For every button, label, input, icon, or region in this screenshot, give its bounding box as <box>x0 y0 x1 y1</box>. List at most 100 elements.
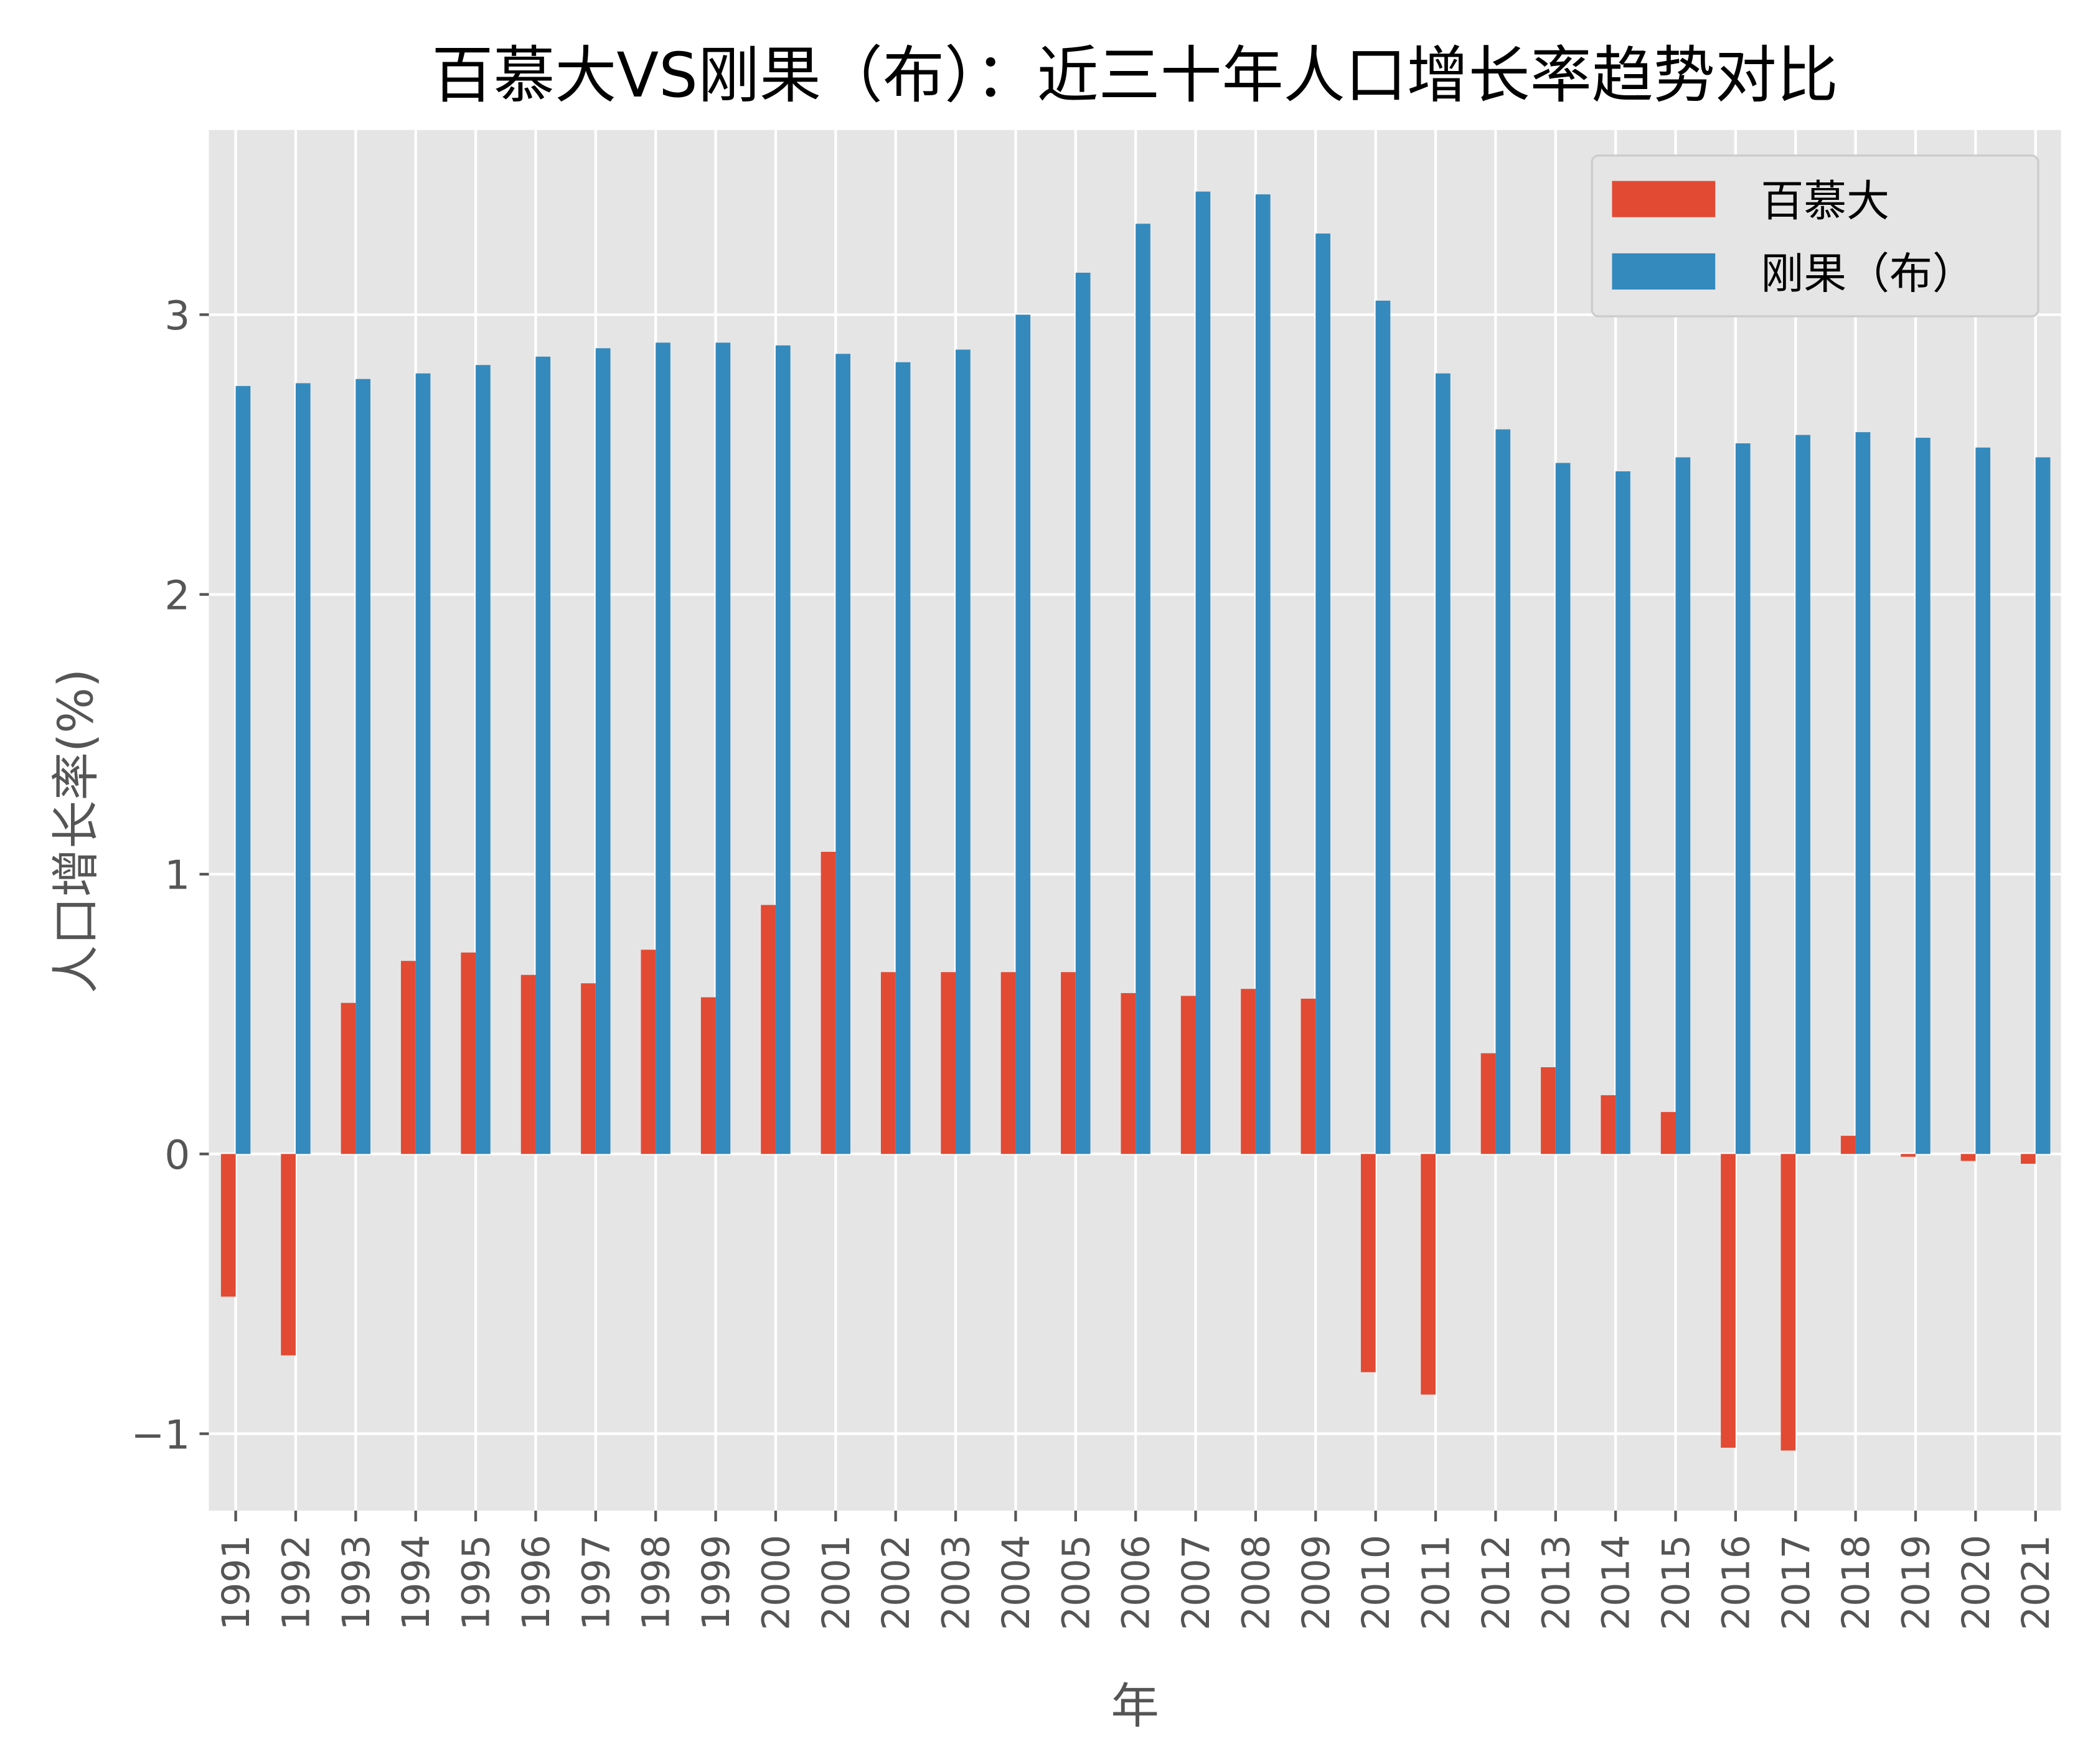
legend: 百慕大 刚果（布） <box>1591 154 2039 318</box>
bar-bermuda-1992 <box>281 1154 296 1356</box>
bar-congo-2018 <box>1855 432 1871 1154</box>
bar-bermuda-2003 <box>941 972 956 1154</box>
bar-bermuda-2001 <box>821 852 836 1154</box>
bar-congo-1999 <box>715 342 731 1154</box>
bar-congo-1998 <box>656 342 670 1154</box>
x-tick-label: 1995 <box>455 1535 499 1630</box>
bar-bermuda-1997 <box>581 983 596 1154</box>
bar-congo-2021 <box>2035 457 2051 1154</box>
bar-congo-2008 <box>1255 194 1271 1154</box>
x-tick-label: 2014 <box>1595 1535 1639 1630</box>
bar-bermuda-2000 <box>761 905 776 1154</box>
bar-bermuda-2020 <box>1960 1154 1976 1161</box>
bar-congo-2006 <box>1136 224 1150 1154</box>
bar-congo-2013 <box>1555 463 1571 1154</box>
bar-bermuda-1998 <box>641 950 656 1154</box>
x-tick-label: 2011 <box>1415 1535 1459 1630</box>
bar-congo-1997 <box>595 348 611 1154</box>
bar-congo-2001 <box>835 354 850 1154</box>
x-tick-label: 2010 <box>1355 1535 1398 1630</box>
bar-bermuda-2014 <box>1601 1095 1616 1154</box>
x-tick-label: 1993 <box>335 1535 379 1630</box>
x-tick-label: 2018 <box>1835 1535 1878 1630</box>
bar-congo-2012 <box>1495 429 1511 1154</box>
bar-congo-2020 <box>1975 447 1991 1154</box>
bar-congo-1993 <box>355 379 371 1154</box>
bar-bermuda-2008 <box>1241 989 1256 1154</box>
x-tick-label: 2012 <box>1475 1535 1518 1630</box>
bar-congo-2019 <box>1915 438 1931 1154</box>
bar-congo-2017 <box>1795 435 1810 1154</box>
bar-congo-1994 <box>415 373 431 1154</box>
bar-bermuda-2011 <box>1421 1154 1436 1395</box>
x-tick-label: 1997 <box>575 1535 618 1630</box>
bar-bermuda-2009 <box>1300 998 1316 1154</box>
bar-congo-2016 <box>1735 443 1751 1154</box>
y-axis-label: 人口增长率(%) <box>48 669 104 994</box>
bar-congo-2005 <box>1075 272 1091 1154</box>
x-axis: 1991 1992 1993 1994 1995 1996 1997 1998 1999 2000… <box>215 1511 2058 1630</box>
bar-congo-2009 <box>1315 233 1330 1154</box>
bar-bermuda-2002 <box>880 972 896 1154</box>
bar-congo-2010 <box>1375 300 1391 1154</box>
x-tick-label: 2008 <box>1235 1535 1278 1630</box>
bar-bermuda-2006 <box>1121 993 1136 1154</box>
x-tick-label: 1992 <box>275 1535 318 1630</box>
y-tick-label: 3 <box>164 293 190 339</box>
bar-congo-2003 <box>956 349 971 1154</box>
bar-bermuda-1996 <box>520 974 536 1154</box>
y-axis: −1 0 1 2 3 <box>131 293 209 1458</box>
bar-congo-1996 <box>535 356 551 1154</box>
bar-congo-1991 <box>235 385 251 1154</box>
legend-swatch-congo <box>1612 253 1716 290</box>
x-tick-label: 1991 <box>215 1535 258 1630</box>
x-tick-label: 2016 <box>1714 1535 1758 1630</box>
chart-title: 百慕大VS刚果（布）：近三十年人口增长率趋势对比 <box>431 40 1838 111</box>
x-tick-label: 1996 <box>515 1535 558 1630</box>
bar-bermuda-2017 <box>1780 1154 1796 1451</box>
x-tick-label: 1994 <box>395 1535 438 1630</box>
bar-bermuda-2010 <box>1360 1154 1376 1372</box>
x-tick-label: 2000 <box>755 1535 798 1630</box>
bar-bermuda-1993 <box>341 1002 356 1154</box>
bar-bermuda-2013 <box>1541 1067 1556 1154</box>
x-tick-label: 2007 <box>1175 1535 1218 1630</box>
bars <box>220 191 2051 1451</box>
legend-swatch-bermuda <box>1612 181 1716 217</box>
x-tick-label: 2021 <box>2015 1535 2058 1630</box>
bar-bermuda-1994 <box>401 961 416 1154</box>
bar-bermuda-2021 <box>2021 1154 2036 1164</box>
bar-congo-2015 <box>1675 457 1691 1154</box>
x-tick-label: 2004 <box>995 1535 1038 1630</box>
y-tick-label: 2 <box>164 572 190 619</box>
bar-congo-2007 <box>1195 191 1211 1154</box>
bar-congo-2011 <box>1436 373 1451 1154</box>
bar-congo-2002 <box>895 362 911 1154</box>
x-tick-label: 2002 <box>875 1535 918 1630</box>
bar-bermuda-2007 <box>1180 996 1196 1154</box>
x-tick-label: 2006 <box>1115 1535 1159 1630</box>
x-tick-label: 2013 <box>1535 1535 1578 1630</box>
bar-bermuda-2016 <box>1721 1154 1736 1448</box>
bar-congo-2014 <box>1616 471 1630 1154</box>
bar-bermuda-2004 <box>1000 972 1016 1154</box>
x-tick-label: 2003 <box>935 1535 979 1630</box>
bar-bermuda-1995 <box>461 952 476 1154</box>
bar-bermuda-2012 <box>1480 1053 1496 1154</box>
y-tick-label: 1 <box>164 852 190 899</box>
bar-bermuda-1999 <box>700 997 716 1154</box>
bar-bermuda-2005 <box>1061 972 1076 1154</box>
x-tick-label: 1998 <box>635 1535 679 1630</box>
x-tick-label: 2005 <box>1055 1535 1098 1630</box>
x-tick-label: 2009 <box>1295 1535 1338 1630</box>
bar-bermuda-1991 <box>220 1154 236 1297</box>
x-tick-label: 2001 <box>815 1535 858 1630</box>
y-tick-label: −1 <box>131 1412 190 1458</box>
bar-congo-2004 <box>1015 314 1031 1154</box>
x-tick-label: 2015 <box>1655 1535 1698 1630</box>
bar-bermuda-2015 <box>1660 1111 1676 1154</box>
x-axis-label: 年 <box>1111 1678 1159 1734</box>
bar-bermuda-2018 <box>1840 1136 1856 1154</box>
x-tick-label: 1999 <box>695 1535 738 1630</box>
